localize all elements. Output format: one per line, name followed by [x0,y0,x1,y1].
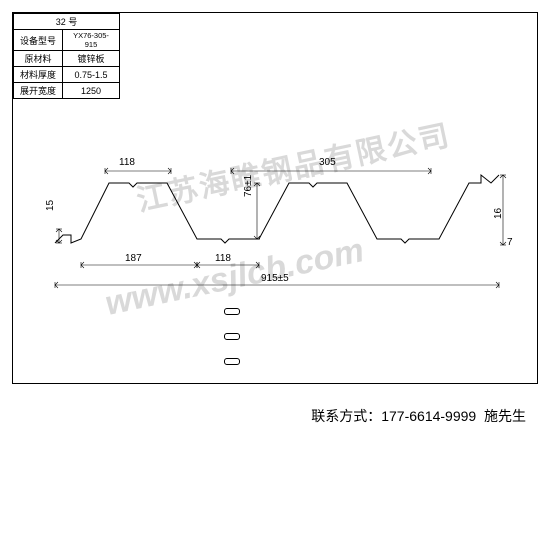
dimension-right_lip_w: 7 [507,237,513,248]
contact-info: 联系方式：177-6614-9999 施先生 [311,406,526,426]
dimension-height: 76±1 [243,175,254,197]
dimension-right_lip_h: 16 [493,208,504,219]
slot-icon [224,308,240,315]
dimension-bottom_flat: 118 [215,253,231,264]
contact-name: 施先生 [484,408,526,424]
contact-phone: 177-6614-9999 [381,408,476,424]
dimension-top_width_1: 118 [119,157,135,168]
dimension-pitch: 305 [319,157,336,168]
slot-icon [224,333,240,340]
slot-icon [224,358,240,365]
dimension-left_lip: 15 [45,200,56,211]
drawing-frame: 32 号 设备型号 YX76-305-915 原材料 镀锌板 材料厚度 0.75… [12,12,538,384]
contact-label: 联系方式： [311,408,381,424]
dimension-overall: 915±5 [261,273,289,284]
profile-drawing [13,13,537,383]
dimension-bottom_opening: 187 [125,253,142,264]
